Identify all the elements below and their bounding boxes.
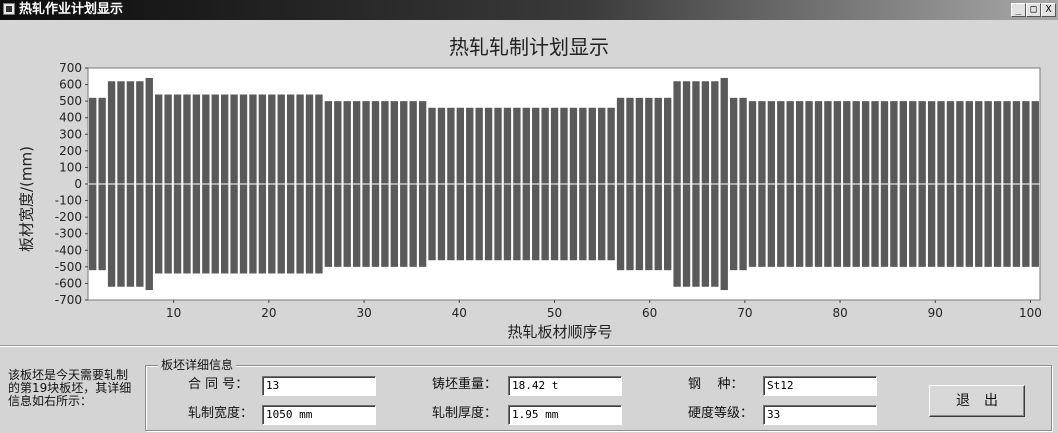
y-tick-label: -200 xyxy=(55,210,82,224)
x-axis: 10 20 30 40 50 60 70 80 90 100 xyxy=(166,300,1042,320)
x-tick-label: 20 xyxy=(261,306,276,320)
x-tick-label: 90 xyxy=(928,306,943,320)
x-tick-label: 10 xyxy=(166,306,181,320)
x-tick-label: 40 xyxy=(452,306,467,320)
y-axis: 700 600 500 400 300 200 100 0 -100 -200 -300 -400 -5… xyxy=(55,61,88,307)
rolling-thickness-label: 轧制厚度： xyxy=(432,406,498,421)
y-tick-label: -700 xyxy=(55,293,82,307)
slab-weight-field[interactable]: 18.42 t xyxy=(508,376,622,396)
hardness-field[interactable]: 33 xyxy=(763,405,877,425)
y-tick-label: -400 xyxy=(55,243,82,257)
x-tick-label: 30 xyxy=(356,306,371,320)
rolling-width-field[interactable]: 1050 mm xyxy=(262,405,376,425)
y-tick-label: 0 xyxy=(74,177,82,191)
x-axis-label: 热轧板材顺序号 xyxy=(507,323,613,341)
steel-grade-field[interactable]: St12 xyxy=(763,376,877,396)
info-panel: 该板坯是今天需要轧制的第19块板坯，其详细信息如右所示： 板坯详细信息 合 同 … xyxy=(0,346,1058,433)
window-title: 热轧作业计划显示 xyxy=(19,2,124,17)
slab-detail-group: 板坯详细信息 xyxy=(145,358,1052,431)
rolling-thickness-field[interactable]: 1.95 mm xyxy=(508,405,622,425)
y-tick-label: 700 xyxy=(59,61,82,75)
steel-grade-label: 钢 种： xyxy=(688,377,744,392)
rolling-width-label: 轧制宽度： xyxy=(188,406,254,421)
exit-button[interactable]: 退出 xyxy=(929,385,1025,417)
y-tick-label: -600 xyxy=(55,276,82,290)
bars-group xyxy=(88,77,1040,291)
chart-title: 热轧轧制计划显示 xyxy=(449,35,609,59)
x-tick-label: 80 xyxy=(832,306,847,320)
y-axis-label: 板材宽度/(mm) xyxy=(17,146,36,252)
y-tick-label: -100 xyxy=(55,194,82,208)
y-tick-label: 500 xyxy=(59,94,82,108)
contract-field[interactable]: 13 xyxy=(262,376,376,396)
x-tick-label: 50 xyxy=(547,306,562,320)
x-tick-label: 60 xyxy=(642,306,657,320)
bar-chart: 700 600 500 400 300 200 100 0 -100 -200 -300 -400 -5… xyxy=(55,61,1042,320)
y-tick-label: 400 xyxy=(59,111,82,125)
app-icon[interactable] xyxy=(3,3,15,15)
maximize-button[interactable]: □ xyxy=(1026,3,1041,17)
x-tick-label: 70 xyxy=(737,306,752,320)
y-tick-label: 600 xyxy=(59,78,82,92)
hardness-label: 硬度等级： xyxy=(688,406,754,421)
y-tick-label: 100 xyxy=(59,160,82,174)
minimize-button[interactable]: _ xyxy=(1011,3,1026,17)
close-button[interactable]: X xyxy=(1041,3,1056,17)
slab-weight-label: 铸坯重量： xyxy=(432,377,498,392)
y-tick-label: -500 xyxy=(55,260,82,274)
y-tick-label: 300 xyxy=(59,127,82,141)
x-tick-label: 100 xyxy=(1019,306,1042,320)
y-tick-label: -300 xyxy=(55,227,82,241)
slab-note: 该板坯是今天需要轧制的第19块板坯，其详细信息如右所示： xyxy=(8,368,132,408)
group-title: 板坯详细信息 xyxy=(158,358,237,372)
contract-label: 合 同 号： xyxy=(188,377,249,392)
title-bar: 热轧作业计划显示 _ □ X xyxy=(0,0,1058,20)
y-tick-label: 200 xyxy=(59,144,82,158)
